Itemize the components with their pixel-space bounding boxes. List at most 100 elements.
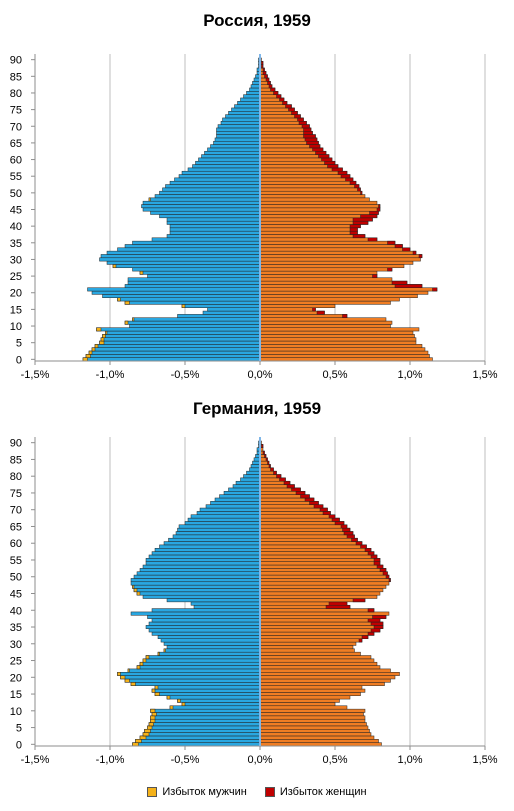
bar-male: [178, 524, 261, 529]
bar-excess-female: [385, 574, 390, 579]
bar-female: [259, 524, 348, 529]
bar-excess-female: [370, 621, 384, 626]
bar-female: [259, 531, 354, 536]
x-tick-label: 1,5%: [472, 369, 497, 381]
bar-female: [259, 658, 375, 663]
x-tick-label: -1,0%: [96, 754, 125, 766]
bar-excess-male: [142, 732, 150, 737]
bar-female: [259, 574, 390, 579]
bar-excess-female: [343, 531, 354, 536]
y-tick-label: 65: [10, 521, 22, 533]
bar-male: [190, 514, 261, 519]
y-tick-label: 40: [10, 221, 22, 233]
bar-female: [259, 688, 366, 693]
bar-male: [130, 682, 261, 686]
y-tick-label: 45: [10, 589, 22, 601]
bar-male: [145, 655, 261, 660]
bar-excess-female: [373, 561, 381, 566]
bar-male: [139, 568, 261, 572]
bar-male: [124, 678, 261, 683]
bar-female: [259, 655, 372, 660]
bar-excess-female: [342, 314, 348, 318]
bar-male: [250, 464, 261, 469]
bar-excess-female: [262, 450, 265, 455]
bar-female: [259, 718, 366, 723]
y-tick-label: 10: [10, 321, 22, 333]
bar-female: [259, 541, 363, 546]
y-tick-label: 75: [10, 105, 22, 117]
bar-male: [154, 685, 261, 690]
bar-male: [117, 672, 261, 676]
bar-female: [259, 534, 355, 539]
bar-excess-female: [309, 501, 319, 505]
bar-male: [139, 735, 261, 740]
bar-male: [210, 501, 261, 505]
bar-excess-male: [154, 692, 160, 696]
bar-male: [132, 584, 261, 589]
bar-female: [259, 735, 375, 740]
bar-female: [259, 621, 384, 626]
bar-male: [148, 628, 261, 633]
x-tick-label: 1,5%: [472, 754, 497, 766]
bar-male: [205, 504, 261, 509]
bar-excess-female: [273, 91, 279, 95]
bar-excess-female: [328, 514, 336, 519]
bar-male: [151, 631, 261, 636]
chart-russia: Россия, 1959 -1,5% -1,0% -0,5% 0,0% 0,5% 1,0%…: [0, 0, 514, 390]
bar-excess-female: [331, 517, 340, 522]
bar-excess-female: [264, 454, 267, 459]
bar-excess-female: [382, 571, 388, 576]
bar-male: [139, 661, 261, 666]
bar-excess-male: [150, 718, 156, 723]
bar-male: [130, 611, 261, 616]
bar-male: [177, 527, 261, 532]
bar-male: [172, 534, 261, 539]
bar-excess-male: [166, 695, 171, 700]
bar-male: [145, 558, 261, 562]
bar-excess-female: [394, 244, 403, 249]
bar-female: [259, 705, 348, 710]
bar-excess-male: [151, 712, 157, 717]
bar-female: [259, 584, 387, 589]
bar-excess-female: [267, 460, 270, 465]
x-tick-label: 0,5%: [322, 369, 347, 381]
bar-female: [259, 668, 391, 673]
y-tick-label: 55: [10, 555, 22, 567]
bar-male: [240, 477, 261, 482]
bar-excess-male: [144, 728, 151, 733]
bar-female: [259, 678, 391, 683]
bar-female: [259, 568, 387, 572]
bar-excess-female: [265, 457, 268, 462]
bar-excess-female: [282, 101, 288, 105]
y-tick-label: 20: [10, 288, 22, 300]
bar-excess-male: [148, 722, 154, 727]
bar-male: [132, 742, 261, 747]
bar-male: [142, 732, 261, 737]
bar-female: [259, 695, 351, 700]
y-tick-label: 5: [16, 338, 22, 350]
bar-male: [154, 692, 261, 696]
bar-male: [151, 551, 261, 556]
bar-excess-female: [387, 240, 396, 245]
bar-excess-female: [355, 541, 363, 546]
bar-female: [259, 698, 340, 703]
y-tick-label: 15: [10, 304, 22, 316]
bar-male: [145, 561, 261, 566]
bar-male: [136, 665, 261, 670]
y-tick-label: 0: [16, 354, 22, 366]
bar-male: [228, 487, 261, 492]
pyramid-germany: -1,5% -1,0% -0,5% 0,0% 0,5% 1,0% 1,5% 0 5 10 15 20 2…: [10, 437, 498, 766]
bar-female: [259, 648, 355, 653]
y-tick-label: 20: [10, 672, 22, 684]
bar-excess-male: [157, 651, 160, 656]
bar-female: [259, 548, 372, 552]
x-tick-label: 1,0%: [397, 369, 422, 381]
bar-female: [259, 618, 381, 623]
x-tick-label: -1,5%: [21, 369, 50, 381]
bar-female: [259, 712, 364, 717]
x-tick-label: -0,5%: [171, 369, 200, 381]
bar-excess-male: [148, 197, 151, 202]
bar-excess-female: [316, 310, 325, 315]
bar-female: [259, 514, 336, 519]
bar-female: [259, 537, 358, 542]
